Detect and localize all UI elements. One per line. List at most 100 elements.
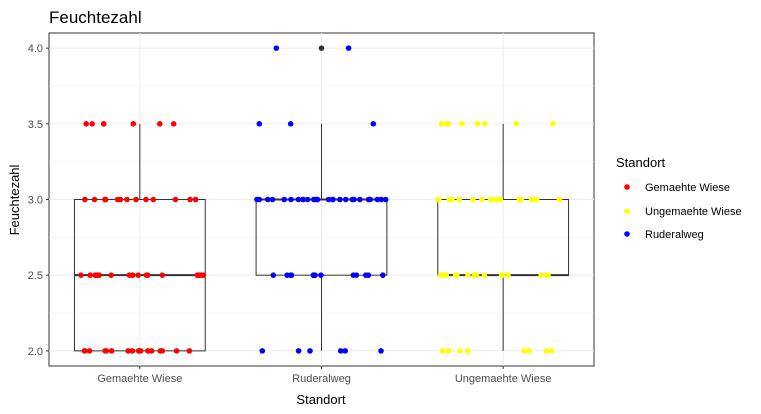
y-tick-label: 3.0 xyxy=(28,195,43,207)
point-ruderalweg xyxy=(325,196,332,203)
point-ungemaehte-wiese xyxy=(457,348,463,354)
legend-label-ruderalweg: Ruderalweg xyxy=(645,229,704,241)
point-ruderalweg xyxy=(378,196,385,203)
point-ungemaehte-wiese xyxy=(550,121,556,127)
point-ruderalweg xyxy=(269,196,276,203)
point-gemaehte-wiese xyxy=(135,272,141,278)
point-gemaehte-wiese xyxy=(143,196,149,203)
point-gemaehte-wiese xyxy=(157,121,163,127)
point-ruderalweg xyxy=(273,45,280,51)
y-axis: 2.0 2.5 3.0 3.5 4.0 xyxy=(28,43,49,358)
point-ruderalweg xyxy=(300,196,307,203)
point-ungemaehte-wiese xyxy=(459,121,465,127)
point-ungemaehte-wiese xyxy=(494,196,500,203)
point-ungemaehte-wiese xyxy=(436,196,442,203)
point-ungemaehte-wiese xyxy=(556,196,563,203)
point-gemaehte-wiese xyxy=(108,272,114,278)
point-ungemaehte-wiese xyxy=(498,272,505,278)
point-gemaehte-wiese xyxy=(133,196,139,203)
point-ungemaehte-wiese xyxy=(438,121,445,127)
point-ungemaehte-wiese xyxy=(489,196,495,203)
legend-item-ungemaehte-wiese: Ungemaehte Wiese xyxy=(624,206,742,218)
point-ruderalweg xyxy=(337,196,343,203)
point-gemaehte-wiese xyxy=(93,272,100,278)
x-tick-label-gemaehte-wiese: Gemaehte Wiese xyxy=(97,373,182,385)
y-tick-label: 4.0 xyxy=(28,43,43,55)
point-ungemaehte-wiese xyxy=(470,196,476,203)
point-gemaehte-wiese xyxy=(200,272,207,278)
point-gemaehte-wiese xyxy=(78,272,84,278)
legend: Standort Gemaehte Wiese Ungemaehte Wiese… xyxy=(616,155,742,241)
y-tick-label: 3.5 xyxy=(28,119,43,131)
point-ruderalweg xyxy=(345,45,352,51)
point-ruderalweg xyxy=(337,348,344,354)
y-tick-label: 2.0 xyxy=(28,346,43,358)
point-ruderalweg xyxy=(254,196,260,203)
x-axis-title: Standort xyxy=(296,392,346,407)
point-ruderalweg xyxy=(284,272,290,278)
point-ruderalweg xyxy=(342,348,349,354)
point-ruderalweg xyxy=(259,348,266,354)
point-gemaehte-wiese xyxy=(129,272,136,278)
point-ungemaehte-wiese xyxy=(513,121,520,127)
point-ruderalweg xyxy=(353,272,360,278)
point-ruderalweg xyxy=(270,272,277,278)
point-ruderalweg xyxy=(288,196,294,203)
outlier-ruderalweg xyxy=(318,45,325,51)
point-ungemaehte-wiese xyxy=(479,196,485,203)
point-ruderalweg xyxy=(357,196,363,203)
point-ruderalweg xyxy=(343,196,349,203)
point-ungemaehte-wiese xyxy=(548,348,555,354)
point-gemaehte-wiese xyxy=(186,348,193,354)
point-gemaehte-wiese xyxy=(83,121,89,127)
point-ungemaehte-wiese xyxy=(443,272,450,278)
point-gemaehte-wiese xyxy=(196,272,203,278)
point-ruderalweg xyxy=(330,196,336,203)
point-ruderalweg xyxy=(304,196,311,203)
point-gemaehte-wiese xyxy=(102,196,109,203)
point-ruderalweg xyxy=(365,272,372,278)
y-tick-label: 2.5 xyxy=(28,270,43,282)
legend-key-gemaehte-wiese xyxy=(624,184,630,190)
point-gemaehte-wiese xyxy=(125,348,131,354)
point-ungemaehte-wiese xyxy=(528,196,535,203)
point-ungemaehte-wiese xyxy=(437,272,444,278)
point-ruderalweg xyxy=(287,121,294,127)
point-gemaehte-wiese xyxy=(150,196,157,203)
point-gemaehte-wiese xyxy=(102,348,108,354)
point-gemaehte-wiese xyxy=(89,121,95,127)
point-gemaehte-wiese xyxy=(159,348,166,354)
legend-title: Standort xyxy=(616,155,666,170)
point-ruderalweg xyxy=(288,272,295,278)
point-ungemaehte-wiese xyxy=(439,348,446,354)
chart-title: Feuchtezahl xyxy=(49,8,142,27)
x-axis: Gemaehte Wiese Ruderalweg Ungemaehte Wiese xyxy=(97,366,551,385)
point-gemaehte-wiese xyxy=(170,121,177,127)
point-ruderalweg xyxy=(256,121,263,127)
point-ruderalweg xyxy=(281,196,288,203)
point-ungemaehte-wiese xyxy=(518,196,525,203)
point-ungemaehte-wiese xyxy=(452,272,459,278)
point-ungemaehte-wiese xyxy=(538,272,544,278)
point-ruderalweg xyxy=(265,196,271,203)
point-ruderalweg xyxy=(314,196,321,203)
point-ungemaehte-wiese xyxy=(449,196,455,203)
point-gemaehte-wiese xyxy=(130,121,137,127)
point-ruderalweg xyxy=(374,196,381,203)
point-ruderalweg xyxy=(367,196,374,203)
point-ruderalweg xyxy=(307,348,313,354)
point-ruderalweg xyxy=(310,272,317,278)
point-gemaehte-wiese xyxy=(117,196,123,203)
point-ruderalweg xyxy=(380,272,386,278)
y-axis-title: Feuchtezahl xyxy=(7,164,22,235)
point-ruderalweg xyxy=(318,272,324,278)
point-gemaehte-wiese xyxy=(143,272,150,278)
point-ruderalweg xyxy=(295,196,302,203)
legend-key-ruderalweg xyxy=(624,231,630,237)
point-ruderalweg xyxy=(378,348,384,354)
point-ungemaehte-wiese xyxy=(543,348,550,354)
point-ungemaehte-wiese xyxy=(505,272,511,278)
point-layer xyxy=(78,45,563,354)
point-ungemaehte-wiese xyxy=(526,348,532,354)
